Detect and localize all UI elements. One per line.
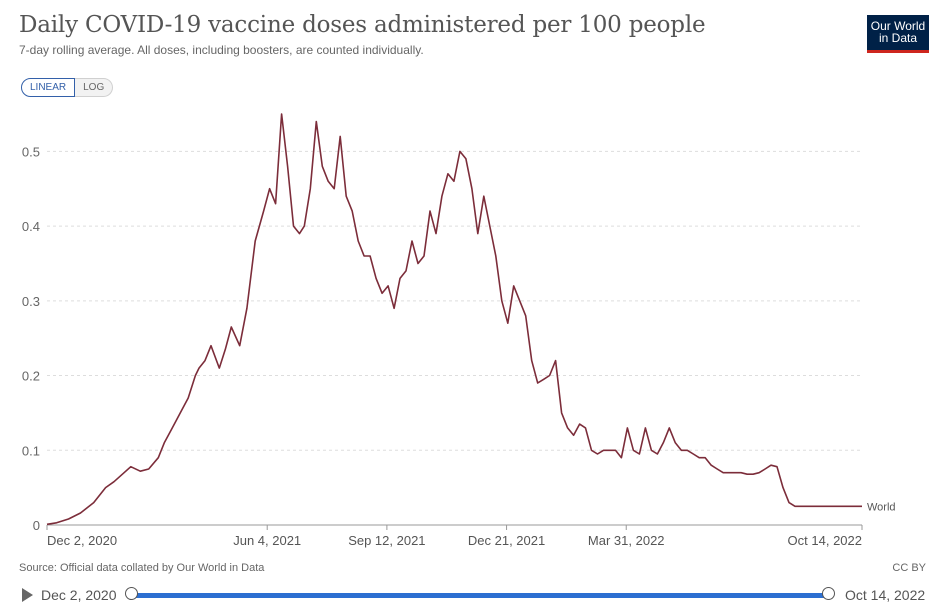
- y-tick-label: 0.2: [22, 369, 40, 384]
- timeline: Dec 2, 2020 Oct 14, 2022: [0, 584, 931, 606]
- timeline-start-handle[interactable]: [125, 587, 138, 600]
- x-tick-label: Dec 21, 2021: [468, 533, 545, 548]
- x-tick-label: Jun 4, 2021: [233, 533, 301, 548]
- log-scale-button[interactable]: LOG: [75, 78, 114, 97]
- chart-subtitle: 7-day rolling average. All doses, includ…: [19, 43, 424, 57]
- linear-scale-button[interactable]: LINEAR: [21, 78, 76, 97]
- timeline-end-label: Oct 14, 2022: [845, 587, 926, 603]
- x-tick-label: Dec 2, 2020: [47, 533, 117, 548]
- scale-toggle: LINEAR LOG: [21, 78, 114, 97]
- timeline-start-label: Dec 2, 2020: [41, 587, 117, 603]
- x-tick-label: Sep 12, 2021: [348, 533, 425, 548]
- line-chart: 0 0.1 0.2 0.3 0.4 0.5 Dec 2, 2020 Jun 4, 2021 Se…: [22, 113, 896, 548]
- y-tick-label: 0.4: [22, 219, 40, 234]
- license-link[interactable]: CC BY: [892, 562, 926, 574]
- series-label-world: World: [867, 501, 896, 513]
- logo-line-2: in Data: [878, 31, 918, 45]
- y-tick-label: 0.5: [22, 144, 40, 159]
- y-tick-label: 0: [33, 518, 40, 533]
- source-note: Source: Official data collated by Our Wo…: [19, 562, 265, 574]
- chart-title: Daily COVID-19 vaccine doses administere…: [19, 12, 706, 38]
- y-tick-label: 0.3: [22, 294, 40, 309]
- logo-line-1: Our World: [870, 19, 926, 33]
- series-line-world: [46, 113, 862, 526]
- timeline-end-handle[interactable]: [822, 587, 835, 600]
- play-icon[interactable]: [22, 588, 33, 602]
- y-tick-label: 0.1: [22, 443, 40, 458]
- timeline-track[interactable]: [131, 593, 829, 598]
- x-tick-label: Mar 31, 2022: [588, 533, 665, 548]
- owid-logo[interactable]: Our World in Data: [867, 15, 929, 53]
- x-tick-label: Oct 14, 2022: [788, 533, 862, 548]
